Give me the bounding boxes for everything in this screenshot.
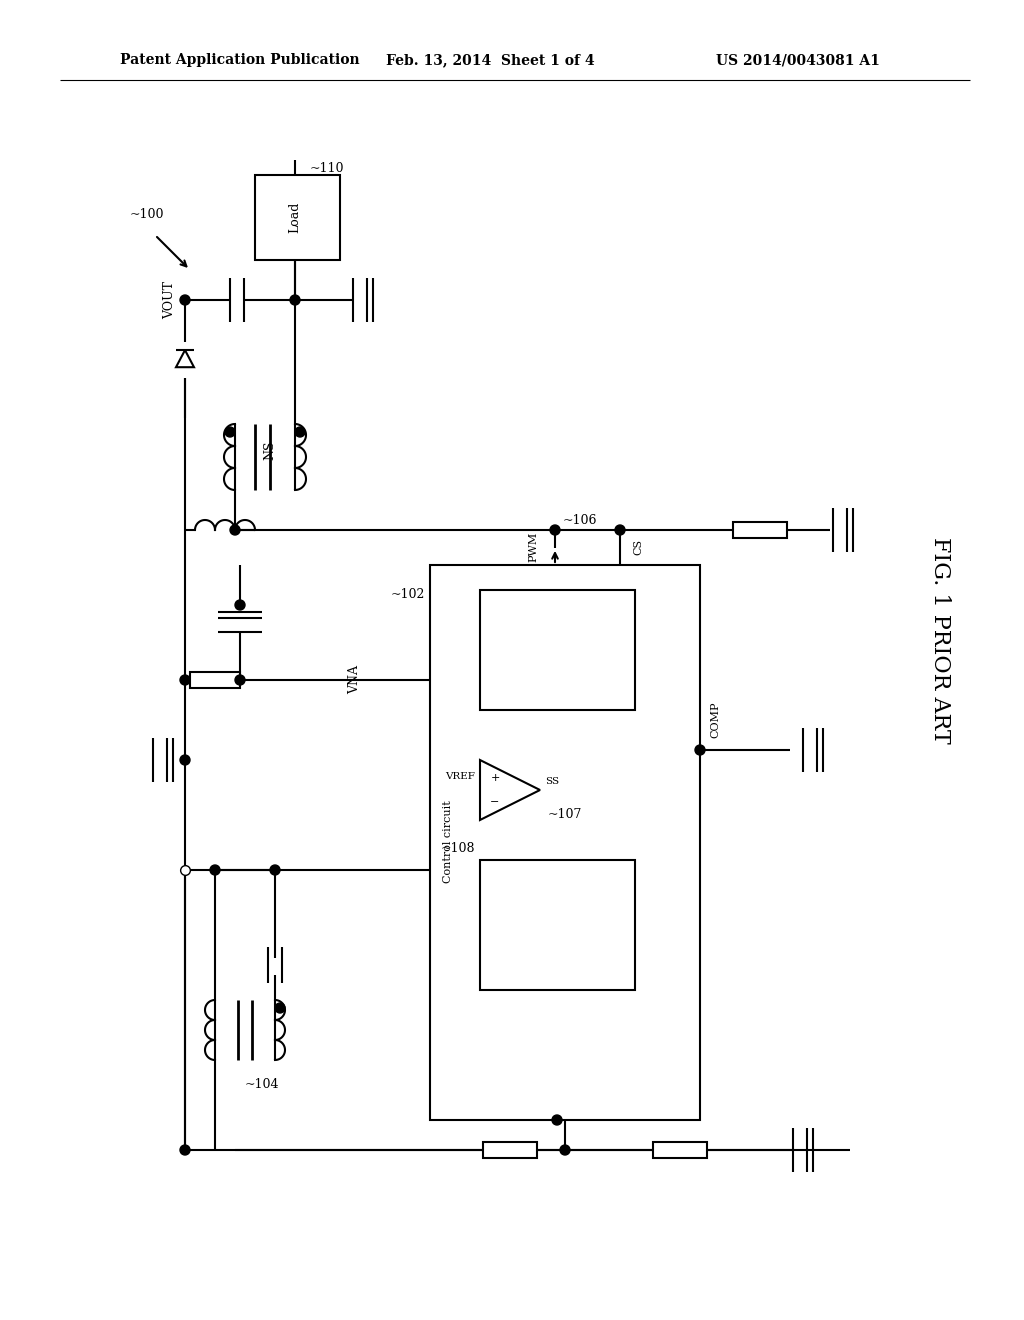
Circle shape [234, 675, 245, 685]
Bar [430, 565, 700, 1119]
Circle shape [552, 1115, 562, 1125]
Text: circuit: circuit [542, 913, 572, 923]
Circle shape [210, 865, 220, 875]
Bar [255, 176, 340, 260]
Circle shape [180, 755, 190, 766]
Bar [483, 1142, 537, 1158]
Text: VREF: VREF [445, 772, 475, 781]
Text: SS: SS [545, 777, 559, 787]
Bar [653, 1142, 707, 1158]
Text: ~110: ~110 [310, 161, 344, 174]
Text: ~107: ~107 [548, 808, 583, 821]
Text: Feb. 13, 2014  Sheet 1 of 4: Feb. 13, 2014 Sheet 1 of 4 [386, 53, 594, 67]
Text: ~108: ~108 [440, 842, 475, 854]
Text: Patent Application Publication: Patent Application Publication [120, 53, 359, 67]
Bar [733, 521, 787, 539]
Circle shape [230, 525, 240, 535]
Text: VOUT: VOUT [164, 281, 176, 319]
Text: FIG. 1 PRIOR ART: FIG. 1 PRIOR ART [929, 537, 951, 743]
Text: +: + [490, 774, 500, 783]
Circle shape [560, 1144, 570, 1155]
Circle shape [180, 675, 190, 685]
Text: Pulse width: Pulse width [528, 610, 586, 619]
Circle shape [180, 294, 190, 305]
Text: Control circuit: Control circuit [443, 801, 453, 883]
Circle shape [615, 525, 625, 535]
Circle shape [180, 1144, 190, 1155]
Text: signal: signal [543, 644, 571, 653]
Circle shape [234, 601, 245, 610]
Circle shape [295, 426, 305, 437]
Text: VNA: VNA [348, 665, 361, 694]
Bar [480, 861, 635, 990]
Circle shape [270, 865, 280, 875]
Bar [190, 672, 240, 688]
Text: generator: generator [532, 661, 582, 671]
Text: PWM: PWM [528, 532, 538, 562]
Text: CS: CS [633, 539, 643, 556]
Circle shape [550, 525, 560, 535]
Bar [480, 590, 635, 710]
Text: NS: NS [263, 441, 276, 459]
Text: COMP: COMP [710, 702, 720, 738]
Text: modulation: modulation [529, 627, 585, 636]
Text: ~102: ~102 [390, 589, 425, 602]
Text: Sample-and-hold: Sample-and-hold [518, 891, 595, 899]
Text: US 2014/0043081 A1: US 2014/0043081 A1 [716, 53, 880, 67]
Text: ~106: ~106 [563, 513, 597, 527]
Text: ~104: ~104 [245, 1078, 280, 1092]
Circle shape [695, 744, 705, 755]
Text: ~100: ~100 [130, 209, 165, 222]
Circle shape [290, 294, 300, 305]
Circle shape [225, 426, 234, 437]
Circle shape [275, 1003, 285, 1012]
Text: −: − [490, 797, 500, 807]
Text: Load: Load [289, 202, 301, 232]
